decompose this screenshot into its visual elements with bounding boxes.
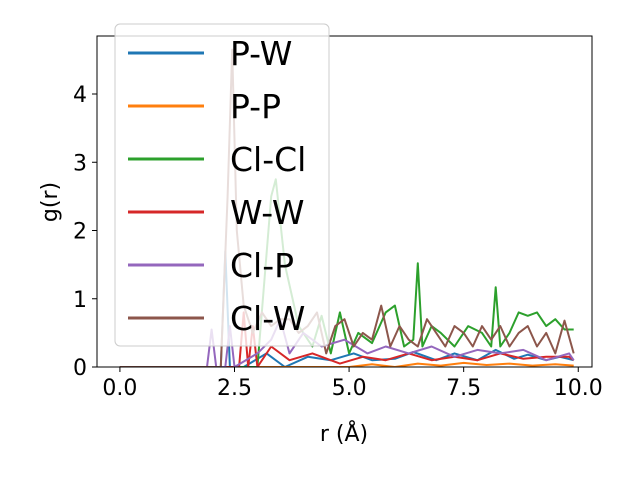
legend: P-W P-P Cl-Cl W-W Cl-P Cl-W	[114, 23, 330, 347]
x-tick-label: 7.5	[446, 376, 481, 401]
legend-box	[114, 23, 330, 347]
x-tick-label: 10.0	[554, 376, 603, 401]
plot-frame	[96, 35, 593, 368]
legend-label-p-w: P-W	[230, 34, 292, 73]
y-tick-label: 2	[73, 220, 87, 245]
y-tick-label: 3	[73, 151, 87, 176]
y-tick-label: 0	[73, 356, 87, 381]
y-tick-label: 4	[73, 83, 87, 108]
legend-label-p-p: P-P	[230, 87, 281, 126]
y-tick-label: 1	[73, 288, 87, 313]
x-axis-label: r (Å)	[320, 420, 368, 447]
x-axis: 0.0 2.5 5.0 7.5 10.0	[102, 367, 603, 401]
series-line-p-p	[119, 361, 574, 367]
legend-label-cl-cl: Cl-Cl	[230, 140, 306, 179]
x-tick-label: 2.5	[217, 376, 252, 401]
x-tick-label: 5.0	[332, 376, 367, 401]
y-axis-label: g(r)	[38, 182, 63, 222]
series-line-w-w	[119, 311, 575, 367]
x-tick-label: 0.0	[102, 376, 137, 401]
y-axis: 0 1 2 3 4	[73, 83, 97, 381]
legend-label-cl-p: Cl-P	[230, 246, 294, 285]
legend-label-w-w: W-W	[230, 193, 305, 232]
legend-label-cl-w: Cl-W	[230, 299, 305, 338]
